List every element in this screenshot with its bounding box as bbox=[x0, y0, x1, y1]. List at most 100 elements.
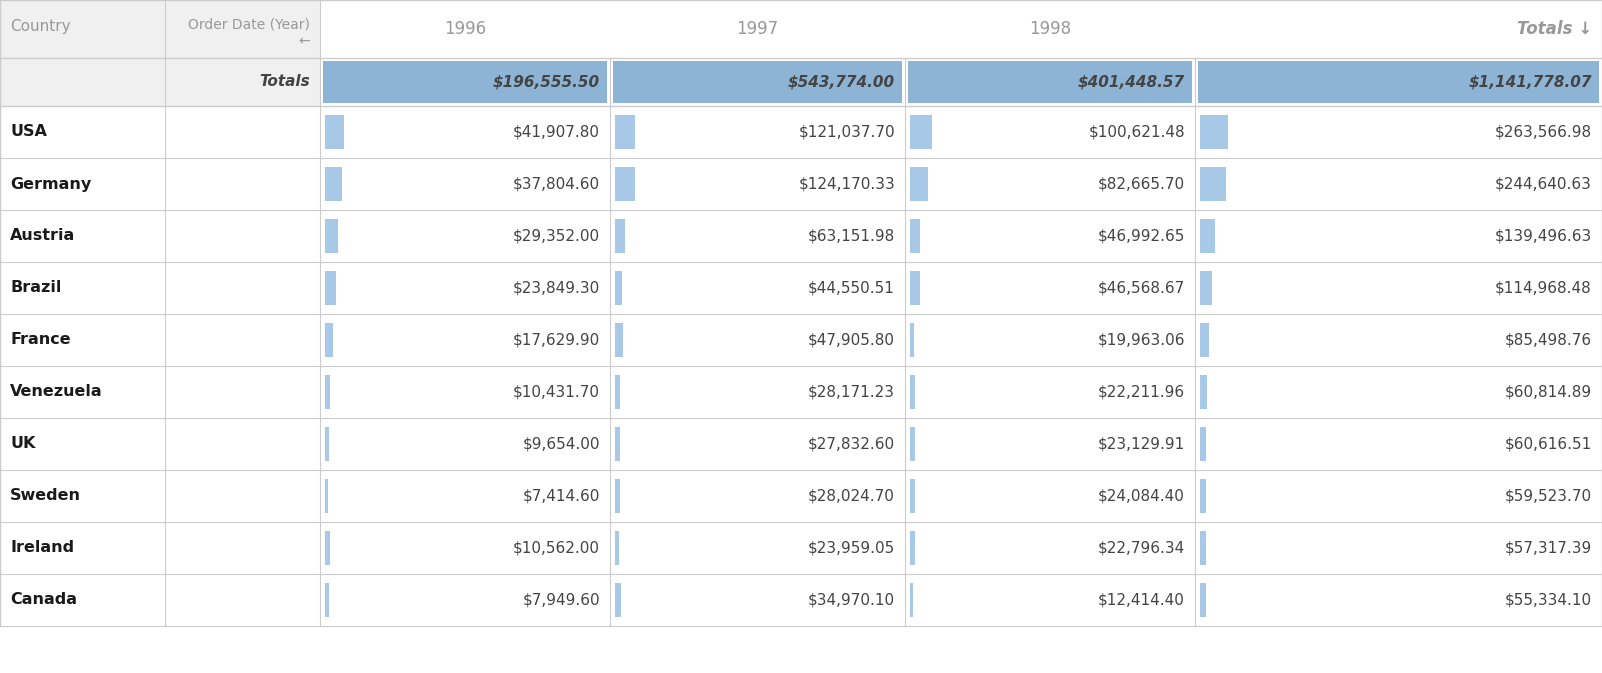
Bar bbox=[1200, 583, 1206, 617]
Text: $244,640.63: $244,640.63 bbox=[1495, 176, 1592, 192]
Text: $7,414.60: $7,414.60 bbox=[522, 489, 601, 503]
Text: 1998: 1998 bbox=[1028, 20, 1072, 38]
Bar bbox=[325, 115, 343, 149]
Text: $60,814.89: $60,814.89 bbox=[1504, 384, 1592, 400]
Bar bbox=[1200, 115, 1229, 149]
Text: $263,566.98: $263,566.98 bbox=[1495, 125, 1592, 139]
Text: $44,550.51: $44,550.51 bbox=[807, 281, 896, 295]
Bar bbox=[910, 167, 928, 201]
Text: $85,498.76: $85,498.76 bbox=[1504, 332, 1592, 347]
Bar bbox=[910, 323, 915, 357]
Bar bbox=[325, 479, 328, 513]
Text: $57,317.39: $57,317.39 bbox=[1504, 540, 1592, 555]
Text: Country: Country bbox=[10, 20, 70, 34]
Bar bbox=[615, 427, 620, 461]
Bar bbox=[1200, 479, 1206, 513]
Bar bbox=[325, 219, 338, 253]
Text: $37,804.60: $37,804.60 bbox=[513, 176, 601, 192]
Text: $47,905.80: $47,905.80 bbox=[807, 332, 896, 347]
Bar bbox=[325, 583, 328, 617]
Bar bbox=[0, 418, 1602, 470]
Text: Germany: Germany bbox=[10, 176, 91, 192]
Text: Canada: Canada bbox=[10, 592, 77, 608]
Text: $23,129.91: $23,129.91 bbox=[1097, 437, 1185, 452]
Text: $23,959.05: $23,959.05 bbox=[807, 540, 896, 555]
Bar bbox=[325, 323, 333, 357]
Bar bbox=[325, 531, 330, 565]
Bar bbox=[1200, 219, 1214, 253]
Bar bbox=[1200, 271, 1213, 305]
Text: $124,170.33: $124,170.33 bbox=[798, 176, 896, 192]
Text: $46,568.67: $46,568.67 bbox=[1097, 281, 1185, 295]
Text: $41,907.80: $41,907.80 bbox=[513, 125, 601, 139]
Bar bbox=[910, 531, 915, 565]
Text: $19,963.06: $19,963.06 bbox=[1097, 332, 1185, 347]
Text: $10,431.70: $10,431.70 bbox=[513, 384, 601, 400]
Text: $63,151.98: $63,151.98 bbox=[807, 229, 896, 244]
Text: $12,414.40: $12,414.40 bbox=[1097, 592, 1185, 608]
Bar bbox=[0, 574, 1602, 626]
Text: Brazil: Brazil bbox=[10, 281, 61, 295]
Bar bbox=[1200, 427, 1206, 461]
Text: $121,037.70: $121,037.70 bbox=[798, 125, 896, 139]
Text: $82,665.70: $82,665.70 bbox=[1097, 176, 1185, 192]
Bar bbox=[0, 314, 1602, 366]
Text: $22,796.34: $22,796.34 bbox=[1097, 540, 1185, 555]
Text: $24,084.40: $24,084.40 bbox=[1097, 489, 1185, 503]
Bar bbox=[320, 0, 1602, 58]
Bar bbox=[0, 210, 1602, 262]
Bar bbox=[0, 58, 320, 106]
Bar bbox=[325, 271, 335, 305]
Bar bbox=[1200, 167, 1226, 201]
Text: $28,024.70: $28,024.70 bbox=[807, 489, 896, 503]
Text: $543,774.00: $543,774.00 bbox=[788, 75, 896, 90]
Bar bbox=[0, 262, 1602, 314]
Text: $114,968.48: $114,968.48 bbox=[1495, 281, 1592, 295]
Bar bbox=[1198, 61, 1599, 103]
Bar bbox=[910, 271, 920, 305]
Text: France: France bbox=[10, 332, 70, 347]
Bar bbox=[908, 61, 1192, 103]
Bar bbox=[1200, 531, 1206, 565]
Bar bbox=[910, 427, 915, 461]
Text: $22,211.96: $22,211.96 bbox=[1097, 384, 1185, 400]
Text: ←: ← bbox=[298, 34, 311, 48]
Bar bbox=[910, 115, 932, 149]
Text: $1,141,778.07: $1,141,778.07 bbox=[1469, 75, 1592, 90]
Bar bbox=[0, 158, 1602, 210]
Text: $10,562.00: $10,562.00 bbox=[513, 540, 601, 555]
Text: $28,171.23: $28,171.23 bbox=[807, 384, 896, 400]
Text: Ireland: Ireland bbox=[10, 540, 74, 555]
Text: Order Date (Year): Order Date (Year) bbox=[187, 17, 311, 31]
Bar bbox=[324, 61, 607, 103]
Text: $23,849.30: $23,849.30 bbox=[513, 281, 601, 295]
Text: Sweden: Sweden bbox=[10, 489, 82, 503]
Bar bbox=[615, 375, 620, 409]
Bar bbox=[325, 427, 330, 461]
Text: $100,621.48: $100,621.48 bbox=[1088, 125, 1185, 139]
Bar bbox=[0, 0, 320, 58]
Text: $7,949.60: $7,949.60 bbox=[522, 592, 601, 608]
Text: $196,555.50: $196,555.50 bbox=[493, 75, 601, 90]
Text: $60,616.51: $60,616.51 bbox=[1504, 437, 1592, 452]
Bar bbox=[615, 271, 622, 305]
Text: $139,496.63: $139,496.63 bbox=[1495, 229, 1592, 244]
Text: $9,654.00: $9,654.00 bbox=[522, 437, 601, 452]
Bar bbox=[615, 583, 620, 617]
Bar bbox=[325, 375, 330, 409]
Bar bbox=[0, 470, 1602, 522]
Text: $27,832.60: $27,832.60 bbox=[807, 437, 896, 452]
Text: Totals ↓: Totals ↓ bbox=[1517, 20, 1592, 38]
Bar bbox=[615, 479, 620, 513]
Bar bbox=[615, 115, 634, 149]
Bar bbox=[910, 375, 915, 409]
Text: $55,334.10: $55,334.10 bbox=[1504, 592, 1592, 608]
Text: Venezuela: Venezuela bbox=[10, 384, 103, 400]
Bar bbox=[614, 61, 902, 103]
Text: 1996: 1996 bbox=[444, 20, 485, 38]
Bar bbox=[910, 583, 913, 617]
Text: UK: UK bbox=[10, 437, 35, 452]
Bar bbox=[1200, 323, 1210, 357]
Bar bbox=[325, 167, 341, 201]
Text: USA: USA bbox=[10, 125, 46, 139]
